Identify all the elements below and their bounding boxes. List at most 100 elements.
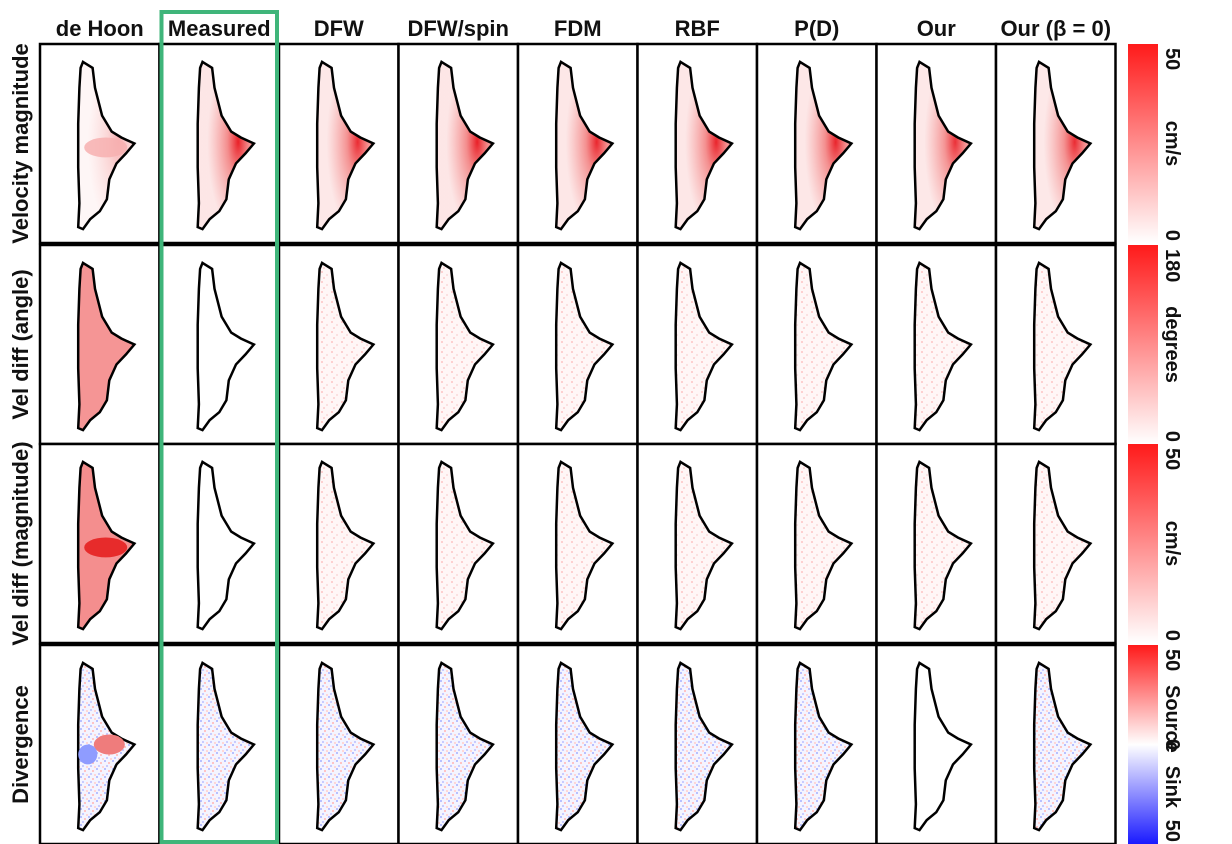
heart-contour: [435, 60, 495, 231]
panel-vel-diff-magnitude-our-0: [994, 442, 1117, 645]
heart-contour: [913, 460, 973, 631]
heart-contour: [674, 261, 734, 432]
row-label-vel-diff-magnitude: Vel diff (magnitude): [8, 441, 33, 645]
jet-region: [84, 137, 128, 158]
panel-vel-diff-angle-de-hoon: [38, 243, 161, 446]
colorbar-max-label: 180: [1161, 249, 1183, 282]
source-region: [93, 734, 125, 755]
column-header-our: Our: [917, 16, 957, 41]
panel-velocity-magnitude-p-d: [755, 42, 878, 245]
panel-vel-diff-angle-rbf: [636, 243, 759, 446]
colorbar-1: 50 0 cm/s: [1128, 44, 1183, 243]
heart-contour: [196, 60, 256, 231]
heart-contour: [913, 60, 973, 231]
heart-contour: [435, 661, 495, 832]
colorbar-gradient: [1128, 645, 1158, 844]
heart-contour: [793, 460, 854, 631]
column-header-p-d: P(D): [794, 16, 839, 41]
panel-divergence-measured: [158, 643, 281, 844]
panel-vel-diff-magnitude-our: [875, 442, 998, 645]
panel-vel-diff-angle-measured: [158, 243, 281, 446]
heart-contour: [674, 661, 734, 832]
heart-contour: [315, 261, 376, 432]
colorbar-max-label: 50: [1161, 649, 1183, 671]
colorbar-min-label: 0: [1161, 230, 1183, 241]
panel-divergence-dfw: [277, 643, 400, 844]
heart-contour: [76, 261, 137, 432]
heart-contour: [196, 661, 256, 832]
panel-divergence-p-d: [755, 643, 878, 844]
heart-contour: [315, 460, 376, 631]
heart-contour: [435, 460, 495, 631]
colorbar-min-label: 0: [1161, 431, 1183, 442]
heart-contour: [554, 60, 615, 231]
colorbar-max-label: 50: [1161, 48, 1183, 70]
colorbar-sink-label: Sink: [1161, 766, 1183, 809]
panel-velocity-magnitude-our-0: [994, 42, 1117, 245]
column-header-de-hoon: de Hoon: [56, 16, 144, 41]
row-label-vel-diff-angle: Vel diff (angle): [8, 269, 33, 419]
panel-divergence-de-hoon: [38, 643, 161, 844]
colorbar-min-label: 0: [1161, 630, 1183, 641]
heart-contour: [913, 661, 973, 832]
panel-vel-diff-magnitude-dfw-spin: [397, 442, 520, 645]
colorbar-unit-label: cm/s: [1161, 521, 1183, 567]
panel-velocity-magnitude-rbf: [636, 42, 759, 245]
panel-divergence-dfw-spin: [397, 643, 520, 844]
panel-vel-diff-magnitude-rbf: [636, 442, 759, 645]
row-labels: Velocity magnitude Vel diff (angle) Vel di…: [8, 43, 33, 804]
panel-divergence-fdm: [516, 643, 639, 844]
panel-vel-diff-magnitude-p-d: [755, 442, 878, 645]
panel-vel-diff-magnitude-measured: [158, 442, 281, 645]
panel-vel-diff-angle-dfw: [277, 243, 400, 446]
heart-contour: [793, 60, 854, 231]
sink-region: [78, 744, 98, 765]
heart-contour: [554, 261, 615, 432]
panel-vel-diff-angle-p-d: [755, 243, 878, 446]
jet-region: [84, 537, 128, 558]
heart-contour: [1032, 261, 1093, 432]
panel-velocity-magnitude-our: [875, 42, 998, 245]
panel-velocity-magnitude-fdm: [516, 42, 639, 245]
colorbar-max-label: 50: [1161, 448, 1183, 470]
panel-vel-diff-magnitude-fdm: [516, 442, 639, 645]
heart-contour: [674, 460, 734, 631]
panel-divergence-our-0: [994, 643, 1117, 844]
heart-contour: [435, 261, 495, 432]
panel-vel-diff-angle-fdm: [516, 243, 639, 446]
column-header-dfw: DFW: [314, 16, 364, 41]
heart-contour: [1032, 661, 1093, 832]
panel-velocity-magnitude-dfw-spin: [397, 42, 520, 245]
panel-vel-diff-angle-dfw-spin: [397, 243, 520, 446]
heart-contour: [1032, 60, 1093, 231]
panel-velocity-magnitude-de-hoon: [38, 42, 161, 245]
colorbar-2: 180 0 degrees: [1128, 245, 1183, 444]
heart-contour: [196, 261, 256, 432]
colorbar-min-label: 50: [1161, 820, 1183, 842]
measured-highlight-box: [159, 10, 279, 844]
heart-contour: [674, 60, 734, 231]
row-label-divergence: Divergence: [8, 685, 33, 804]
colorbar-gradient: [1128, 44, 1158, 243]
column-header-our-0: Our (β = 0): [1000, 16, 1111, 41]
colorbar-3: 50 0 cm/s: [1128, 444, 1183, 643]
panel-vel-diff-angle-our: [875, 243, 998, 446]
panel-velocity-magnitude-measured: [158, 42, 281, 245]
heart-contour: [1032, 460, 1093, 631]
panel-vel-diff-magnitude-de-hoon: [38, 442, 161, 645]
colorbar-gradient: [1128, 444, 1158, 643]
column-headers: de Hoon Measured DFW DFW/spin FDM RBF P(D) Our O…: [56, 16, 1111, 41]
panel-divergence-rbf: [636, 643, 759, 844]
heart-contour: [315, 661, 376, 832]
heart-contour: [554, 460, 615, 631]
heart-contour: [793, 661, 854, 832]
heart-contour: [554, 661, 615, 832]
colorbar-unit-label: cm/s: [1161, 121, 1183, 167]
column-header-measured: Measured: [168, 16, 271, 41]
panel-vel-diff-angle-our-0: [994, 243, 1117, 446]
column-header-dfw-spin: DFW/spin: [408, 16, 509, 41]
heart-contour: [793, 261, 854, 432]
